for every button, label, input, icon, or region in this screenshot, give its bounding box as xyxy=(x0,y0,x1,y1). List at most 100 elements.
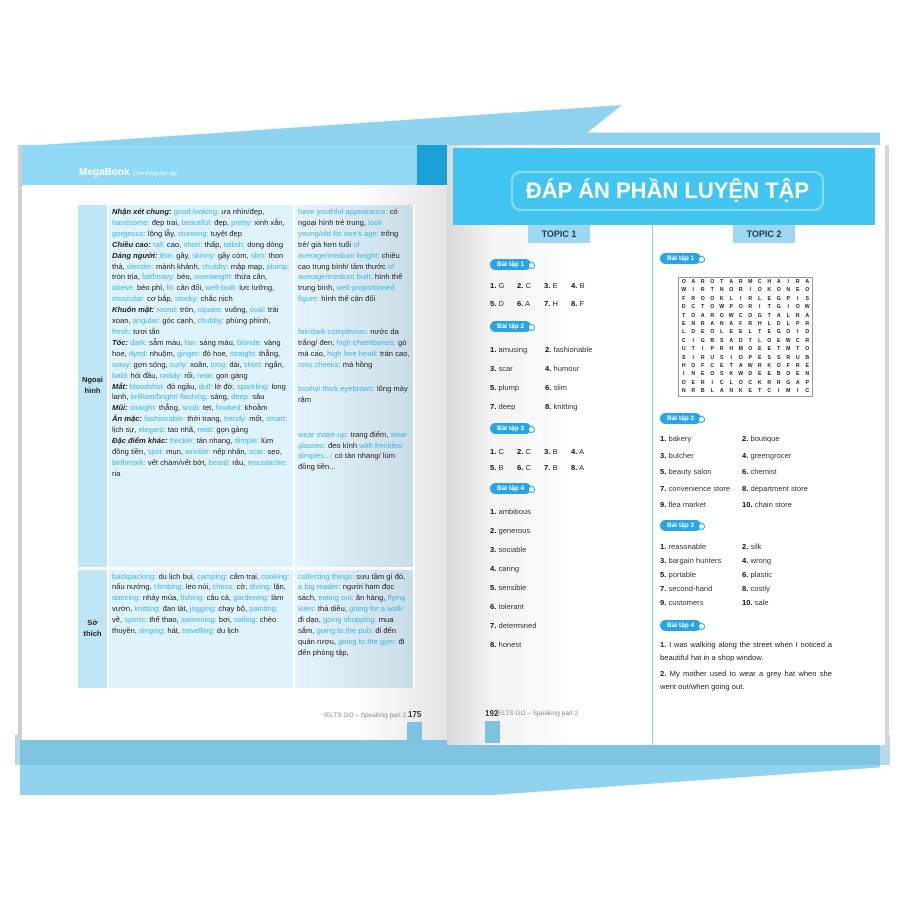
grid-letter: K xyxy=(719,295,724,302)
category-heading: Mũi: xyxy=(112,403,128,413)
grid-letter: E xyxy=(682,321,686,328)
vocab-term: gardening: xyxy=(233,593,270,603)
vocab-definition: cờ, xyxy=(236,582,248,592)
answer-item: 2. silk xyxy=(742,542,761,551)
vocab-definition: nếp nhăn, xyxy=(212,446,247,456)
answer-number: 4. xyxy=(490,564,497,573)
vocab-term: fashionable: xyxy=(144,414,186,424)
grid-letter: O xyxy=(795,304,800,311)
vocab-definition: sẫm màu, xyxy=(149,337,183,347)
answer-text: tolerant xyxy=(498,602,524,611)
answer-text: bakery xyxy=(668,434,692,443)
answer-item: 1. amusing xyxy=(490,345,527,354)
vocab-term: sports: xyxy=(124,615,148,625)
answer-item: 5. sensible xyxy=(490,583,526,592)
grid-letter: B xyxy=(805,354,810,361)
grid-letter: R xyxy=(748,304,753,311)
vocab-paragraph: Mũi: straight: thẳng, snub: tẹt, hooked:… xyxy=(112,403,290,414)
grid-letter: E xyxy=(701,329,705,336)
answer-item: 5. portable xyxy=(660,570,696,579)
exercise-label: Bài tập 2 xyxy=(490,321,536,332)
grid-letter: A xyxy=(805,312,810,319)
grid-letter: N xyxy=(691,371,696,378)
logo-tagline: Cảm hứng học tập xyxy=(132,171,177,177)
grid-letter: O xyxy=(786,329,791,336)
exercise-label: Bài tập 3 xyxy=(660,520,706,531)
answer-item: 3. scar xyxy=(490,364,513,373)
grid-letter: F xyxy=(786,363,790,370)
answer-text: C xyxy=(498,447,504,456)
answer-item: 5. beauty salon xyxy=(660,467,712,476)
answer-number: 7. xyxy=(490,402,497,411)
answer-item: 8. costly xyxy=(742,584,770,593)
answer-text: A xyxy=(525,299,531,308)
grid-letter: I xyxy=(692,337,694,344)
vocab-definition: đi dạo, xyxy=(298,615,321,625)
vocab-definition: thon thả, xyxy=(112,250,284,271)
answer-number: 5. xyxy=(490,463,497,472)
grid-letter: C xyxy=(795,337,800,344)
vocab-term: have youthful appearance: xyxy=(298,207,388,216)
grid-letter: L xyxy=(767,321,771,328)
answer-item: 5. B xyxy=(490,463,504,472)
answer-item: 8. A xyxy=(571,463,584,472)
vocab-definition: đỏ hoe, xyxy=(202,348,228,358)
vocab-term: scar: xyxy=(248,446,266,456)
grid-letter: T xyxy=(748,337,752,344)
answer-text: slim xyxy=(553,383,567,392)
vocab-term: handsome: xyxy=(112,217,150,227)
vocab-term: dark: xyxy=(130,337,148,347)
grid-letter: E xyxy=(701,371,705,378)
grid-letter: I xyxy=(683,371,685,378)
grid-letter: R xyxy=(719,346,724,353)
vocab-definition: đỏ ngầu, xyxy=(166,381,197,391)
answer-item: 7. convenience store xyxy=(660,484,730,493)
answer-number: 10. xyxy=(742,598,753,607)
vocab-term: birthmark: xyxy=(112,457,146,467)
vocab-definition: nhuộm, xyxy=(149,348,175,358)
page-marker xyxy=(485,721,500,743)
vocab-definition: du lịch bụi, xyxy=(158,571,195,581)
answer-item: 6. chemist xyxy=(742,467,777,476)
vocab-term: dancing: xyxy=(112,593,141,603)
vocab-definition: tròn trịa, xyxy=(112,272,140,282)
grid-letter: R xyxy=(700,321,705,328)
grid-letter: L xyxy=(786,312,790,319)
answer-item: 4. A xyxy=(571,447,584,456)
grid-letter: G xyxy=(776,304,781,311)
vocab-definition: dài, xyxy=(229,359,242,369)
vocab-term: sailing: xyxy=(234,615,258,625)
vocab-term: fit: xyxy=(166,283,175,293)
vocab-definition: làm vườn, xyxy=(112,593,284,614)
grid-letter: U xyxy=(795,354,800,361)
answer-text: ambitious xyxy=(498,507,531,516)
grid-letter: I xyxy=(797,329,799,336)
grid-letter: E xyxy=(691,379,695,386)
vocab-definition: trang điểm, xyxy=(350,429,389,439)
grid-letter: I xyxy=(797,295,799,302)
vocab-term: trendy: xyxy=(223,414,248,424)
answer-number: 6. xyxy=(742,467,749,476)
grid-letter: B xyxy=(700,388,705,395)
grid-letter: I xyxy=(692,287,694,294)
vocab-term: diving: xyxy=(249,582,272,592)
vocab-definition: bơi, xyxy=(218,615,232,625)
answer-text: determined xyxy=(498,621,537,630)
vocab-term: with freckles/ dimples...: xyxy=(298,440,404,461)
vocab-term: dimple: xyxy=(234,436,259,446)
vocab-definition: lông mày rậm xyxy=(298,383,408,404)
vocab-definition: mập mạp, xyxy=(230,261,265,271)
vocab-term: smart: xyxy=(266,414,288,424)
vocab-definition: ngắn, xyxy=(264,359,284,369)
grid-letter: T xyxy=(720,279,724,285)
grid-letter: U xyxy=(710,354,715,361)
grid-letter: I xyxy=(711,379,713,386)
vocab-term: square: xyxy=(197,305,223,315)
vocab-definition: mảnh khảnh, xyxy=(155,261,200,271)
vocab-definition: thả diều, xyxy=(317,604,347,614)
grid-letter: S xyxy=(805,295,809,302)
grid-letter: R xyxy=(691,388,696,395)
vocab-definition: gầy, xyxy=(176,250,190,260)
answer-number: 5. xyxy=(490,383,497,392)
vocab-term: stunning: xyxy=(177,228,209,238)
